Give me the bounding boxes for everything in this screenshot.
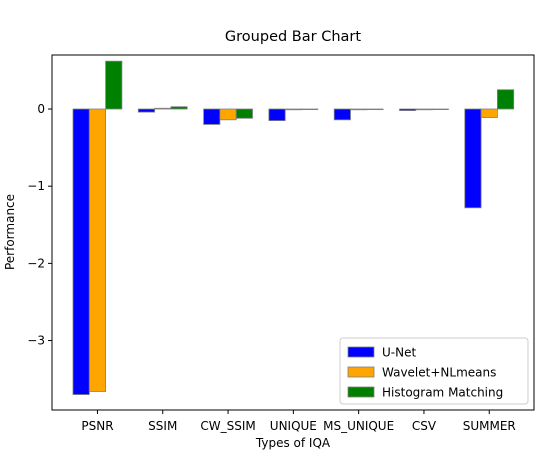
y-tick-label: −3 — [27, 334, 45, 348]
x-tick-label: MS_UNIQUE — [323, 419, 394, 433]
bar-wavelet-nlmeans-ms-unique — [350, 108, 368, 111]
bar-histogram-matching-ssim — [170, 106, 188, 110]
bar-u-net-ssim — [137, 108, 156, 113]
x-tick-label: CW_SSIM — [200, 419, 255, 433]
y-tick-label: 0 — [37, 102, 45, 116]
bar-histogram-matching-summer — [496, 89, 515, 110]
bar-wavelet-nlmeans-psnr — [88, 108, 107, 392]
legend-box — [339, 337, 529, 405]
legend-label: Histogram Matching — [382, 386, 503, 400]
bar-wavelet-nlmeans-csv — [415, 108, 433, 111]
bar-histogram-matching-cw-ssim — [235, 108, 253, 119]
y-axis: 0 −1 −2 −3 — [27, 102, 52, 348]
legend-swatch — [347, 346, 375, 358]
legend-label: Wavelet+NLmeans — [382, 366, 496, 380]
y-tick-label: −1 — [27, 179, 45, 193]
y-tick-label: −2 — [27, 256, 45, 270]
x-axis-label: Types of IQA — [255, 436, 331, 450]
bar-wavelet-nlmeans-ssim — [154, 107, 172, 110]
bar-histogram-matching-psnr — [105, 60, 123, 110]
bar-histogram-matching-ms-unique — [366, 108, 384, 111]
bar-u-net-unique — [268, 108, 286, 121]
y-axis-label: Performance — [3, 194, 17, 270]
bar-histogram-matching-unique — [301, 108, 319, 111]
x-tick-label: PSNR — [81, 419, 113, 433]
bar-u-net-summer — [464, 108, 482, 209]
chart-title: Grouped Bar Chart — [225, 29, 361, 45]
bar-u-net-csv — [399, 108, 417, 111]
x-tick-label: SSIM — [148, 419, 177, 433]
legend-swatch — [347, 366, 375, 378]
x-tick-label: UNIQUE — [270, 419, 317, 433]
x-tick-label: CSV — [412, 419, 437, 433]
legend-label: U-Net — [382, 346, 416, 360]
bar-wavelet-nlmeans-unique — [284, 108, 302, 111]
x-tick-label: SUMMER — [463, 419, 516, 433]
legend: U-Net Wavelet+NLmeans Histogram Matching — [339, 337, 529, 405]
bar-wavelet-nlmeans-cw-ssim — [219, 108, 237, 121]
legend-swatch — [347, 386, 375, 398]
plot-area — [72, 60, 515, 395]
bar-u-net-ms-unique — [333, 108, 351, 121]
bar-u-net-cw-ssim — [203, 108, 221, 125]
bar-histogram-matching-csv — [431, 108, 449, 111]
bar-u-net-psnr — [72, 108, 90, 395]
x-axis: PSNR SSIM CW_SSIM UNIQUE MS_UNIQUE CSV SUMMER — [81, 410, 516, 433]
bar-wavelet-nlmeans-summer — [480, 108, 498, 118]
